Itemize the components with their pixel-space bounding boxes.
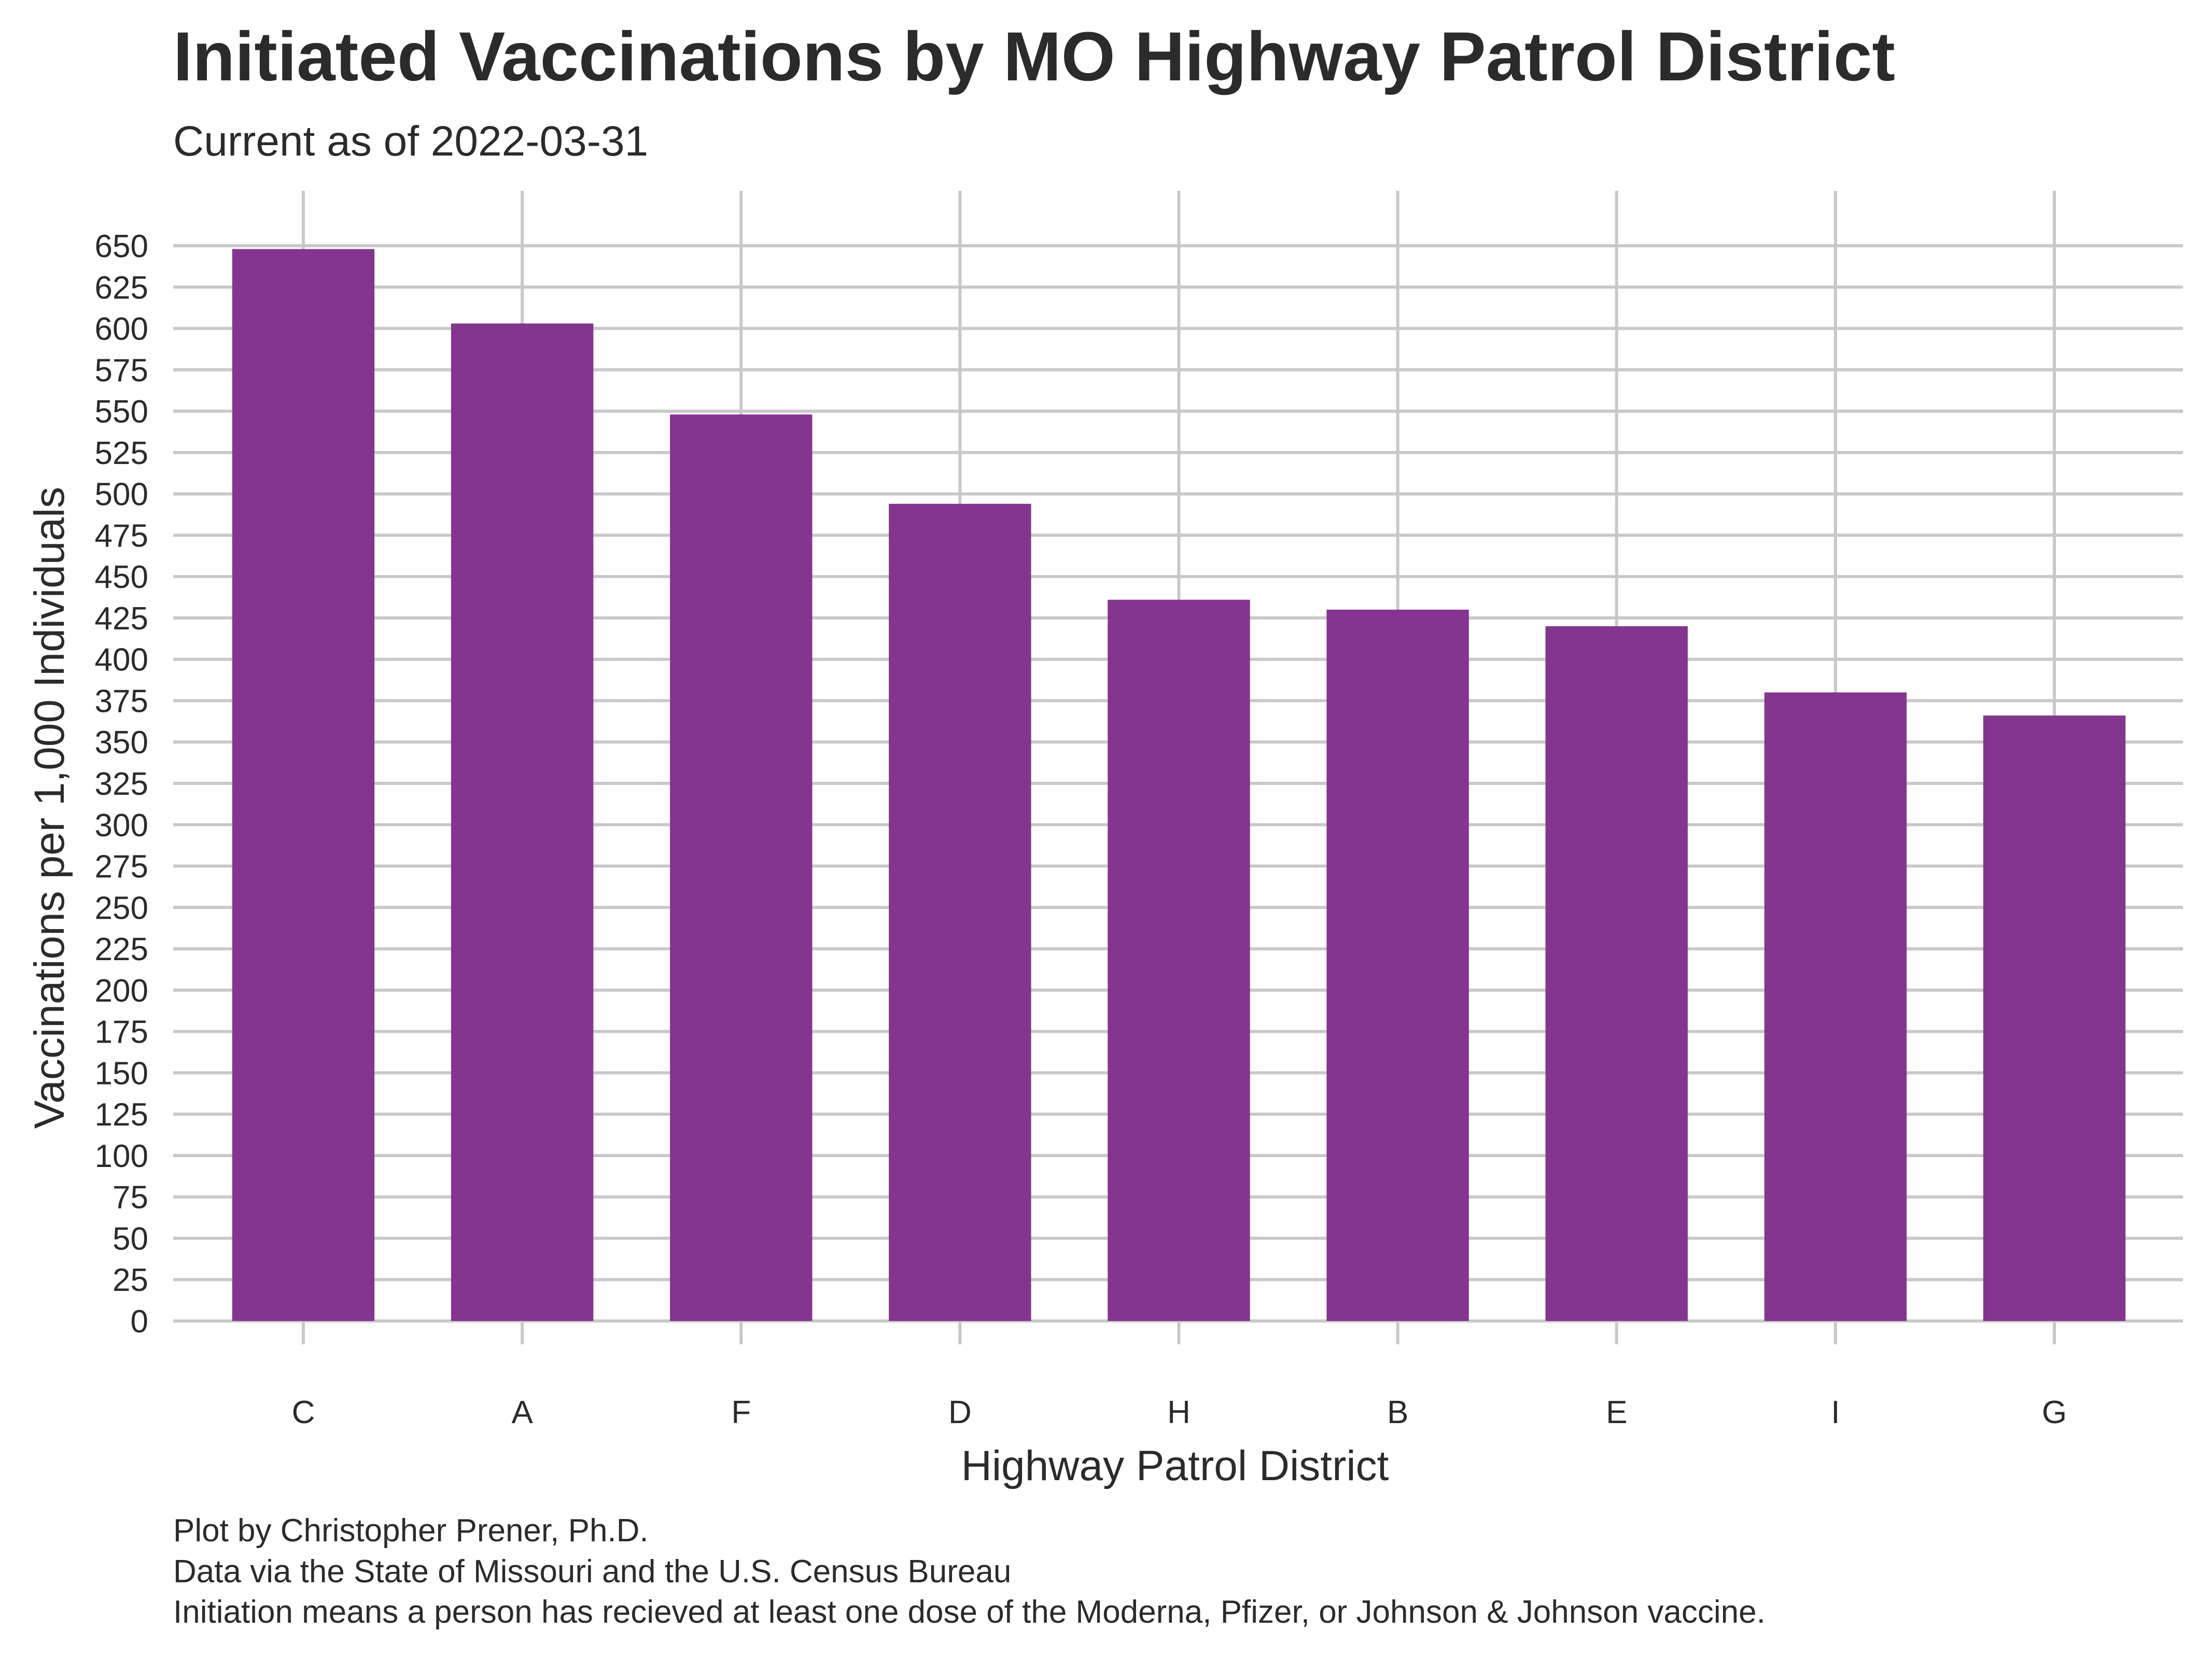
bar-B — [1326, 609, 1469, 1321]
y-axis-ticks: 0 25 50 75 100 125 150 175 200 225 250 275 300 325 350… — [95, 229, 148, 1340]
y-tick-label: 550 — [95, 394, 148, 430]
y-tick-label: 300 — [95, 808, 148, 843]
bar-I — [1764, 692, 1907, 1321]
bar-E — [1545, 626, 1688, 1321]
caption-line-1: Plot by Christopher Prener, Ph.D. — [173, 1513, 649, 1549]
x-axis-title: Highway Patrol District — [961, 1442, 1389, 1489]
x-tick-label: D — [948, 1395, 972, 1430]
y-tick-label: 650 — [95, 229, 148, 264]
x-tick-label: G — [2042, 1395, 2067, 1430]
y-tick-label: 125 — [95, 1097, 148, 1133]
bar-D — [889, 503, 1031, 1321]
y-tick-label: 75 — [113, 1180, 148, 1216]
y-tick-label: 50 — [113, 1221, 148, 1257]
bar-A — [451, 323, 594, 1321]
y-tick-label: 525 — [95, 435, 148, 471]
bar-H — [1108, 599, 1250, 1321]
chart-title: Initiated Vaccinations by MO Highway Pat… — [173, 18, 1895, 95]
bar-G — [1983, 715, 2126, 1321]
x-tick-label: E — [1606, 1395, 1627, 1430]
y-tick-label: 175 — [95, 1015, 148, 1050]
bar-F — [670, 414, 813, 1321]
chart-subtitle: Current as of 2022-03-31 — [173, 118, 648, 165]
x-tick-label: A — [511, 1395, 533, 1430]
y-tick-label: 450 — [95, 559, 148, 595]
y-tick-label: 325 — [95, 766, 148, 802]
bars — [232, 249, 2126, 1321]
y-tick-label: 225 — [95, 932, 148, 967]
bar-C — [232, 249, 375, 1321]
x-tick-label: F — [731, 1395, 751, 1430]
x-tick-label: C — [292, 1395, 315, 1430]
y-tick-label: 425 — [95, 601, 148, 637]
y-tick-label: 600 — [95, 312, 148, 347]
caption-line-3: Initiation means a person has recieved a… — [173, 1594, 1766, 1630]
y-tick-label: 575 — [95, 353, 148, 388]
y-tick-label: 150 — [95, 1056, 148, 1091]
y-tick-label: 275 — [95, 849, 148, 885]
y-tick-label: 100 — [95, 1138, 148, 1174]
y-tick-label: 250 — [95, 890, 148, 926]
caption-line-2: Data via the State of Missouri and the U… — [173, 1554, 1011, 1590]
y-tick-label: 475 — [95, 518, 148, 554]
y-tick-label: 0 — [131, 1304, 148, 1340]
y-tick-label: 25 — [113, 1262, 148, 1298]
y-tick-label: 350 — [95, 725, 148, 761]
y-tick-label: 400 — [95, 642, 148, 678]
y-tick-label: 625 — [95, 270, 148, 306]
x-tick-label: I — [1831, 1395, 1840, 1430]
y-tick-label: 500 — [95, 477, 148, 513]
y-tick-label: 375 — [95, 683, 148, 719]
y-axis-title: Vaccinations per 1,000 Individuals — [26, 487, 73, 1129]
x-tick-label: H — [1167, 1395, 1191, 1430]
y-tick-label: 200 — [95, 973, 148, 1009]
x-tick-label: B — [1387, 1395, 1408, 1430]
